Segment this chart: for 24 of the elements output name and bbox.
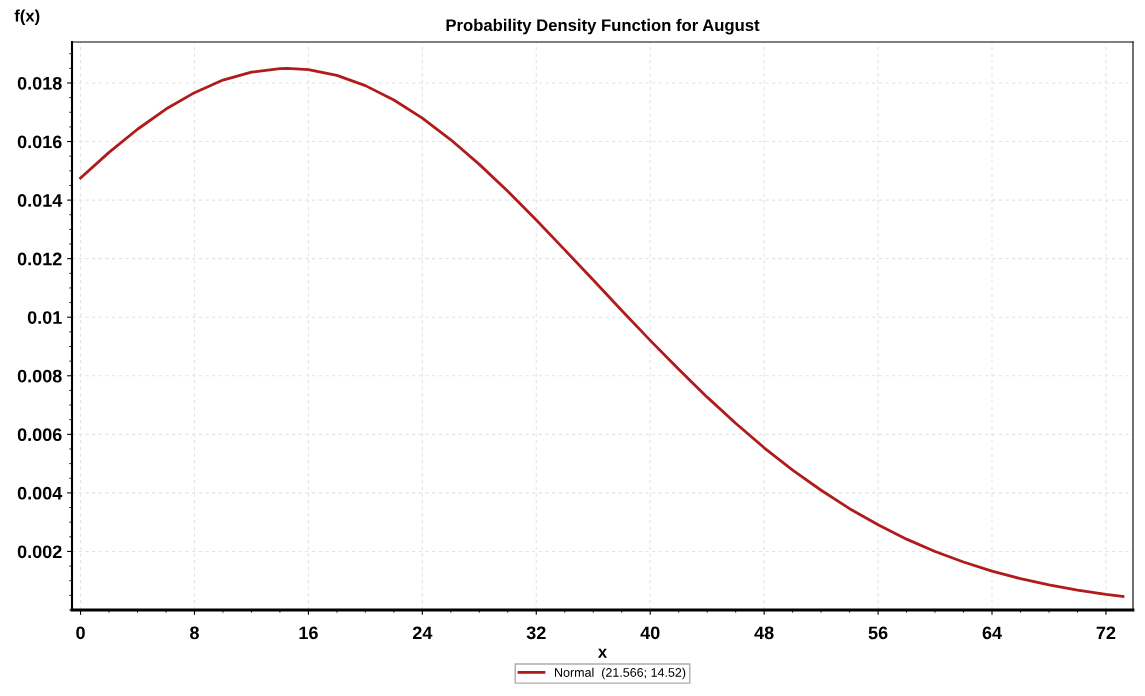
legend-label: Normal (21.566; 14.52) — [555, 667, 686, 680]
y-tick-label: 0.008 — [17, 369, 62, 383]
y-tick-label: 0.016 — [17, 135, 62, 149]
x-tick-label: 72 — [1096, 626, 1116, 640]
y-tick-label: 0.004 — [17, 486, 63, 500]
y-axis-title: f(x) — [14, 9, 40, 25]
y-tick-label: 0.014 — [17, 194, 63, 207]
chart-title: Probability Density Function for August — [446, 18, 760, 35]
y-tick-label: 0.01 — [27, 311, 62, 324]
x-tick-label: 16 — [299, 626, 318, 640]
x-tick-label: 48 — [754, 626, 774, 640]
y-tick-label: 0.012 — [17, 252, 62, 266]
x-tick-label: 40 — [640, 626, 660, 640]
x-tick-label: 0 — [76, 626, 85, 640]
x-tick-label: 8 — [190, 626, 199, 640]
x-tick-label: 24 — [412, 626, 433, 640]
x-tick-label: 32 — [526, 626, 546, 640]
x-tick-label: 56 — [868, 626, 888, 640]
y-tick-label: 0.006 — [17, 428, 62, 442]
line-series — [79, 66, 1125, 598]
y-tick-label: 0.018 — [17, 76, 62, 90]
x-axis-title: x — [597, 648, 608, 658]
y-tick-label: 0.002 — [17, 545, 62, 559]
x-tick-label: 64 — [982, 626, 1002, 640]
